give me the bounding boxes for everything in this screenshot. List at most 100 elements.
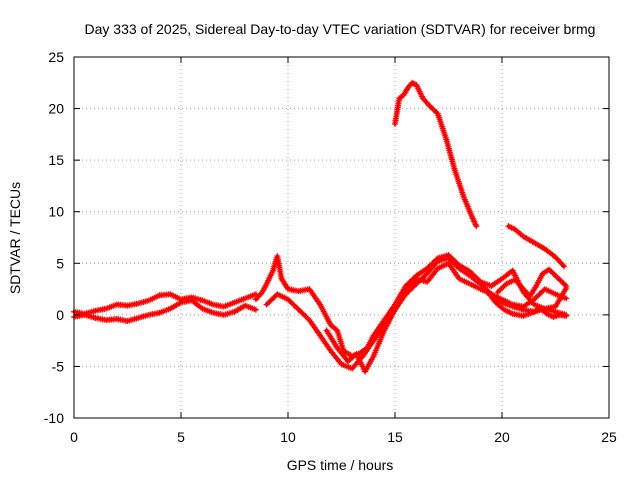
data-point xyxy=(513,278,517,282)
x-axis-label: GPS time / hours xyxy=(287,457,394,473)
data-point xyxy=(556,276,560,280)
x-tick-label: 10 xyxy=(280,429,296,445)
chart-title: Day 333 of 2025, Sidereal Day-to-day VTE… xyxy=(85,21,596,37)
data-point xyxy=(372,354,376,358)
data-point xyxy=(354,352,358,356)
data-point xyxy=(461,194,465,198)
data-point xyxy=(479,287,483,291)
data-point xyxy=(350,366,354,370)
data-point xyxy=(83,313,87,317)
data-point xyxy=(104,318,108,322)
data-point xyxy=(436,266,440,270)
x-tick-label: 0 xyxy=(70,429,78,445)
y-tick-label: 25 xyxy=(48,49,64,65)
plot-frame xyxy=(73,56,610,419)
data-point xyxy=(147,313,151,317)
data-point xyxy=(179,300,183,304)
data-point xyxy=(190,295,194,299)
data-point xyxy=(421,96,425,100)
data-point xyxy=(474,224,478,228)
series-track-9 xyxy=(494,266,570,300)
y-tick-label: -5 xyxy=(52,358,65,374)
data-point xyxy=(168,292,172,296)
data-point xyxy=(275,292,279,296)
data-point xyxy=(500,277,504,281)
data-point xyxy=(414,274,418,278)
data-point xyxy=(551,315,555,319)
y-tick-label: 0 xyxy=(56,307,64,323)
data-point xyxy=(126,319,129,323)
data-point xyxy=(222,305,226,309)
data-point xyxy=(414,282,418,286)
data-point xyxy=(307,287,311,291)
data-point xyxy=(479,282,483,286)
y-tick-label: 10 xyxy=(48,204,64,220)
data-point xyxy=(485,289,489,293)
data-point xyxy=(397,96,401,100)
data-point xyxy=(436,112,440,116)
data-point xyxy=(342,349,346,353)
data-point xyxy=(532,297,536,301)
data-point xyxy=(158,311,162,315)
data-point xyxy=(340,362,343,366)
x-tick-label: 20 xyxy=(494,429,510,445)
data-point xyxy=(233,300,236,304)
data-point xyxy=(500,297,504,301)
data-point xyxy=(414,277,418,281)
data-point xyxy=(200,307,204,311)
data-point xyxy=(211,303,215,307)
data-point xyxy=(93,309,97,313)
x-tick-label: 5 xyxy=(177,429,185,445)
data-point xyxy=(511,303,515,307)
data-point xyxy=(506,224,510,228)
y-tick-label: 20 xyxy=(48,101,64,117)
data-point xyxy=(457,266,461,270)
data-point xyxy=(104,307,108,311)
data-point xyxy=(502,308,506,312)
data-point xyxy=(554,292,557,296)
data-point xyxy=(93,316,97,320)
data-point xyxy=(190,298,194,302)
data-point xyxy=(382,328,386,332)
data-point xyxy=(425,280,429,284)
data-point xyxy=(346,359,350,363)
data-point xyxy=(453,168,457,172)
data-point xyxy=(393,308,397,312)
tick-labels: 0 5 10 15 20 25 -10 -5 0 5 10 15 20 25 xyxy=(44,49,617,445)
data-point xyxy=(280,277,284,281)
data-point xyxy=(115,303,119,307)
data-point xyxy=(562,264,566,268)
data-point xyxy=(115,317,119,321)
data-point xyxy=(457,277,461,281)
data-point xyxy=(504,282,508,286)
x-tick-label: 15 xyxy=(387,429,403,445)
data-point xyxy=(233,310,236,314)
series-track-8 xyxy=(484,288,570,320)
data-point xyxy=(243,304,247,308)
data-point xyxy=(361,354,365,358)
data-point xyxy=(521,287,525,291)
data-point xyxy=(447,256,450,260)
data-point xyxy=(410,81,414,85)
data-point xyxy=(260,290,264,294)
data-point xyxy=(436,256,440,260)
series-trace xyxy=(72,292,258,316)
data-point xyxy=(532,303,536,307)
data-point xyxy=(539,307,543,311)
data-point xyxy=(496,290,500,294)
data-point xyxy=(534,284,538,288)
data-point xyxy=(489,284,493,288)
data-point xyxy=(444,138,448,142)
y-tick-label: 5 xyxy=(56,255,64,271)
data-point xyxy=(318,333,322,337)
series-track-2 xyxy=(71,297,259,325)
series-track-5 xyxy=(323,255,570,375)
data-point xyxy=(211,311,215,315)
data-point xyxy=(468,282,472,286)
data-point xyxy=(404,287,408,291)
data-point xyxy=(402,93,406,97)
data-point xyxy=(468,274,472,278)
data-point xyxy=(521,308,525,312)
data-point xyxy=(541,272,545,276)
data-point xyxy=(179,297,183,301)
